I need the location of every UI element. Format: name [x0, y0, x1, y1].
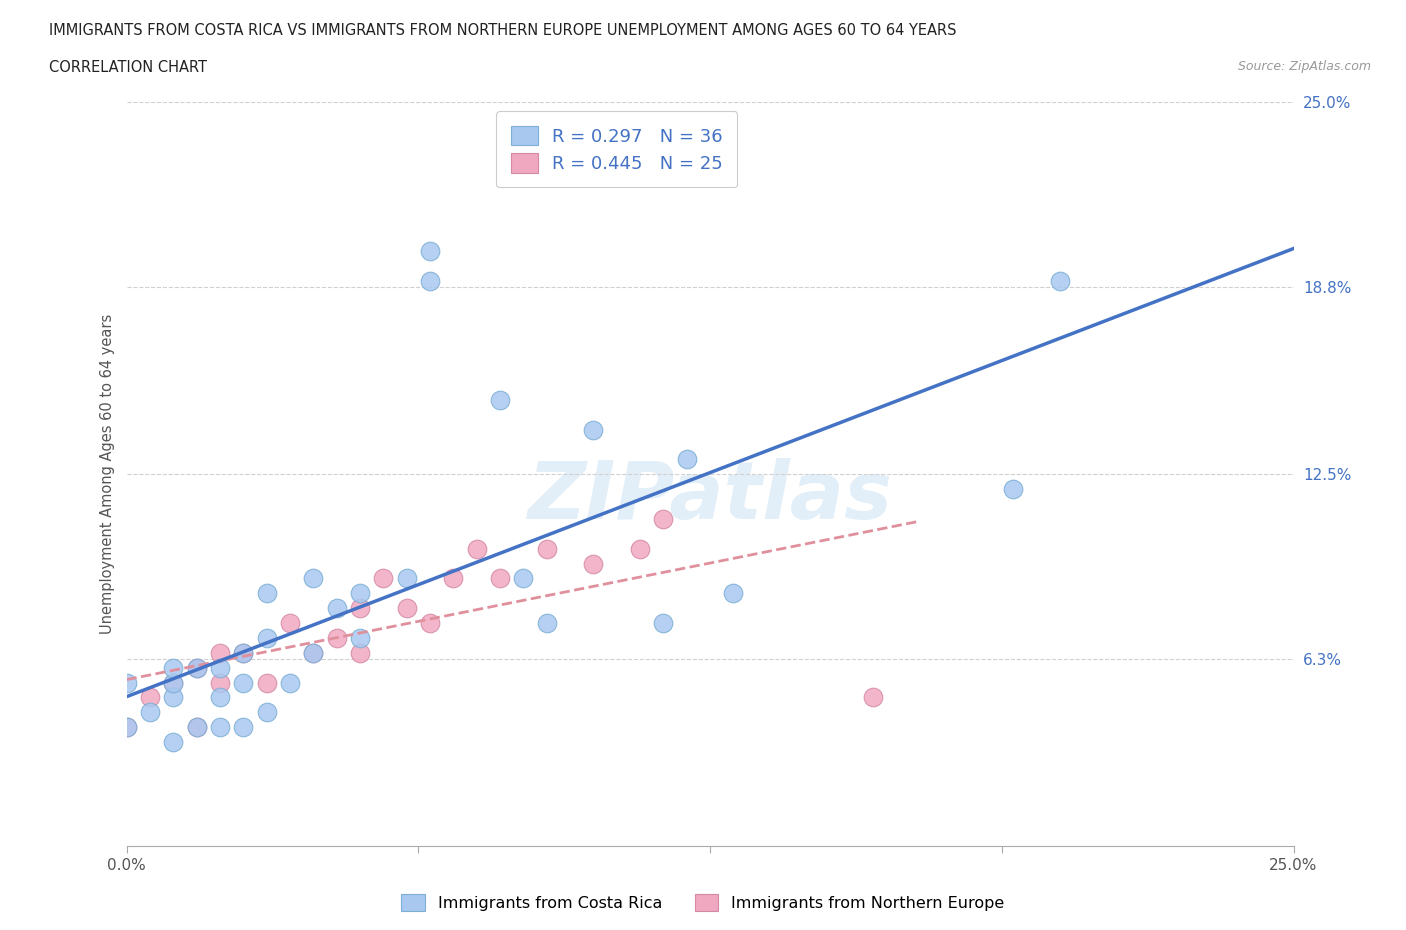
Point	[395, 601, 418, 616]
Point	[652, 512, 675, 526]
Point	[349, 601, 371, 616]
Point	[256, 705, 278, 720]
Point	[302, 645, 325, 660]
Point	[489, 392, 512, 407]
Point	[115, 720, 138, 735]
Point	[186, 660, 208, 675]
Point	[115, 720, 138, 735]
Point	[349, 586, 371, 601]
Text: Source: ZipAtlas.com: Source: ZipAtlas.com	[1237, 60, 1371, 73]
Point	[208, 720, 231, 735]
Point	[232, 720, 254, 735]
Point	[1049, 273, 1071, 288]
Point	[208, 660, 231, 675]
Point	[465, 541, 488, 556]
Point	[349, 631, 371, 645]
Point	[1002, 482, 1025, 497]
Point	[349, 645, 371, 660]
Point	[115, 675, 138, 690]
Point	[419, 244, 441, 259]
Point	[232, 645, 254, 660]
Text: CORRELATION CHART: CORRELATION CHART	[49, 60, 207, 75]
Point	[373, 571, 395, 586]
Point	[186, 720, 208, 735]
Point	[232, 645, 254, 660]
Point	[208, 645, 231, 660]
Point	[278, 675, 301, 690]
Point	[395, 571, 418, 586]
Point	[256, 675, 278, 690]
Point	[489, 571, 512, 586]
Point	[862, 690, 884, 705]
Legend: Immigrants from Costa Rica, Immigrants from Northern Europe: Immigrants from Costa Rica, Immigrants f…	[395, 887, 1011, 917]
Point	[139, 705, 162, 720]
Point	[256, 586, 278, 601]
Point	[186, 660, 208, 675]
Text: ZIPatlas: ZIPatlas	[527, 458, 893, 536]
Point	[419, 616, 441, 631]
Point	[582, 422, 605, 437]
Point	[302, 645, 325, 660]
Point	[162, 675, 184, 690]
Point	[256, 631, 278, 645]
Point	[139, 690, 162, 705]
Point	[325, 631, 347, 645]
Point	[302, 571, 325, 586]
Point	[628, 541, 651, 556]
Point	[186, 720, 208, 735]
Point	[232, 675, 254, 690]
Point	[162, 660, 184, 675]
Point	[582, 556, 605, 571]
Y-axis label: Unemployment Among Ages 60 to 64 years: Unemployment Among Ages 60 to 64 years	[100, 314, 115, 634]
Point	[278, 616, 301, 631]
Point	[512, 571, 534, 586]
Point	[208, 675, 231, 690]
Point	[325, 601, 347, 616]
Point	[536, 616, 558, 631]
Point	[162, 675, 184, 690]
Point	[675, 452, 697, 467]
Point	[162, 690, 184, 705]
Legend: R = 0.297   N = 36, R = 0.445   N = 25: R = 0.297 N = 36, R = 0.445 N = 25	[496, 112, 737, 187]
Point	[723, 586, 745, 601]
Point	[208, 690, 231, 705]
Point	[536, 541, 558, 556]
Point	[162, 735, 184, 750]
Point	[652, 616, 675, 631]
Text: IMMIGRANTS FROM COSTA RICA VS IMMIGRANTS FROM NORTHERN EUROPE UNEMPLOYMENT AMONG: IMMIGRANTS FROM COSTA RICA VS IMMIGRANTS…	[49, 23, 956, 38]
Point	[419, 273, 441, 288]
Point	[441, 571, 464, 586]
